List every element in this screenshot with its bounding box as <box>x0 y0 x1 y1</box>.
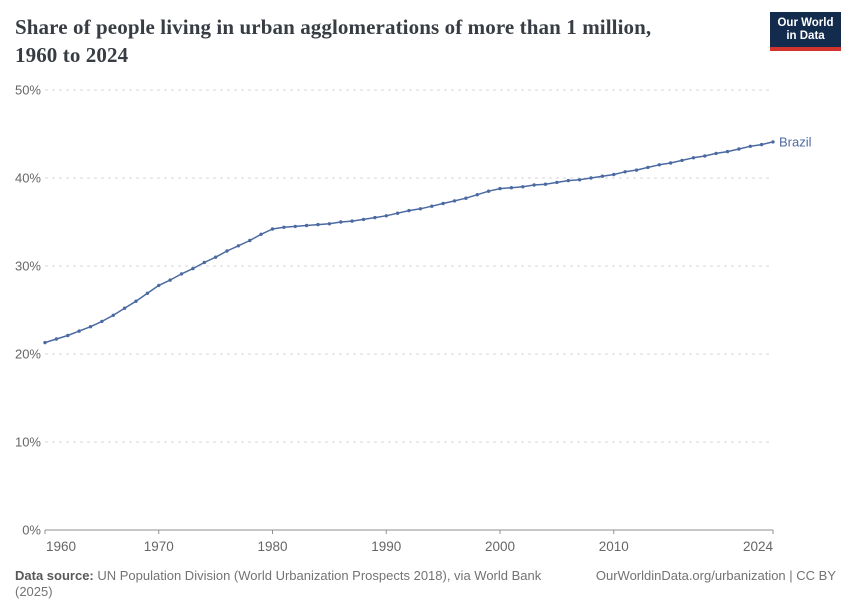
data-point[interactable] <box>111 313 116 317</box>
data-point[interactable] <box>703 154 707 158</box>
data-point[interactable] <box>486 189 491 193</box>
data-point[interactable] <box>430 204 434 208</box>
data-point[interactable] <box>202 260 206 265</box>
data-point[interactable] <box>304 223 309 228</box>
data-point[interactable] <box>225 249 229 253</box>
data-point[interactable] <box>259 232 263 236</box>
x-tick-label: 2000 <box>485 539 515 554</box>
data-point[interactable] <box>350 219 354 223</box>
x-tick-label: 1980 <box>257 539 287 554</box>
owid-logo-line2: in Data <box>786 29 825 42</box>
data-point[interactable] <box>475 193 479 197</box>
data-point[interactable] <box>555 180 559 185</box>
x-tick-label: 1970 <box>144 539 174 554</box>
chart-footer: Data source: UN Population Division (Wor… <box>15 568 836 600</box>
y-tick-label: 20% <box>15 347 41 362</box>
data-point[interactable] <box>543 182 548 186</box>
y-tick-label: 50% <box>15 83 41 98</box>
data-point[interactable] <box>395 211 400 215</box>
data-point[interactable] <box>646 165 650 170</box>
data-point[interactable] <box>361 217 366 222</box>
data-point[interactable] <box>634 168 639 172</box>
data-point[interactable] <box>168 278 172 282</box>
x-tick-label: 1960 <box>46 539 76 554</box>
x-tick-label: 1990 <box>371 539 401 554</box>
data-point[interactable] <box>54 337 59 341</box>
data-point[interactable] <box>316 222 320 227</box>
data-point[interactable] <box>714 151 718 156</box>
data-point[interactable] <box>623 170 627 174</box>
y-tick-label: 40% <box>15 171 41 186</box>
y-tick-label: 10% <box>15 435 41 450</box>
page-title-line1: Share of people living in urban agglomer… <box>15 15 652 39</box>
page-title: Share of people living in urban agglomer… <box>15 13 760 69</box>
data-line[interactable] <box>44 141 774 344</box>
y-tick-label: 30% <box>15 259 41 274</box>
data-point[interactable] <box>145 291 150 295</box>
data-point[interactable] <box>407 208 411 213</box>
data-point[interactable] <box>441 201 445 206</box>
y-tick-label: 0% <box>22 523 41 538</box>
data-point[interactable] <box>725 149 730 154</box>
data-point[interactable] <box>248 238 252 243</box>
data-point[interactable] <box>236 244 241 248</box>
data-point[interactable] <box>43 340 47 345</box>
data-point[interactable] <box>100 319 104 324</box>
data-point[interactable] <box>77 329 81 333</box>
x-tick-label: 2010 <box>599 539 629 554</box>
data-point[interactable] <box>771 140 775 144</box>
data-point[interactable] <box>577 178 582 182</box>
data-point[interactable] <box>748 144 752 148</box>
data-point[interactable] <box>373 215 377 220</box>
data-point[interactable] <box>600 174 605 178</box>
data-point[interactable] <box>737 147 741 151</box>
data-point[interactable] <box>464 196 468 200</box>
data-point[interactable] <box>532 183 536 187</box>
data-point[interactable] <box>612 172 616 177</box>
data-point[interactable] <box>270 227 275 231</box>
data-point[interactable] <box>339 220 343 224</box>
data-point[interactable] <box>384 214 388 218</box>
data-point[interactable] <box>282 225 286 229</box>
data-point[interactable] <box>157 283 161 288</box>
data-point[interactable] <box>179 272 184 276</box>
data-point[interactable] <box>521 185 525 189</box>
data-point[interactable] <box>418 207 423 211</box>
data-point[interactable] <box>66 333 70 338</box>
data-point[interactable] <box>134 299 138 303</box>
data-point[interactable] <box>509 186 514 190</box>
data-point[interactable] <box>680 158 684 163</box>
data-point[interactable] <box>327 222 332 226</box>
data-point[interactable] <box>657 163 661 167</box>
data-point[interactable] <box>293 224 297 229</box>
data-point[interactable] <box>122 306 127 310</box>
data-source-label: Data source: <box>15 568 94 583</box>
page-title-line2: 1960 to 2024 <box>15 43 129 67</box>
data-point[interactable] <box>498 186 502 191</box>
data-source-note: Data source: UN Population Division (Wor… <box>15 568 576 600</box>
data-point[interactable] <box>213 255 218 259</box>
data-point[interactable] <box>668 161 673 165</box>
data-point[interactable] <box>191 266 195 271</box>
data-point[interactable] <box>691 156 696 160</box>
data-point[interactable] <box>759 142 764 147</box>
owid-logo-line1: Our World <box>777 16 834 29</box>
data-source-text: UN Population Division (World Urbanizati… <box>15 568 542 599</box>
x-tick-label: 2024 <box>743 539 774 554</box>
data-point[interactable] <box>566 178 570 183</box>
data-point[interactable] <box>452 199 457 203</box>
owid-logo[interactable]: Our World in Data <box>770 12 841 51</box>
data-point[interactable] <box>589 176 593 180</box>
footer-license-link[interactable]: OurWorldinData.org/urbanization | CC BY <box>595 568 836 583</box>
data-point[interactable] <box>88 325 93 329</box>
series-label-brazil[interactable]: Brazil <box>779 134 812 149</box>
